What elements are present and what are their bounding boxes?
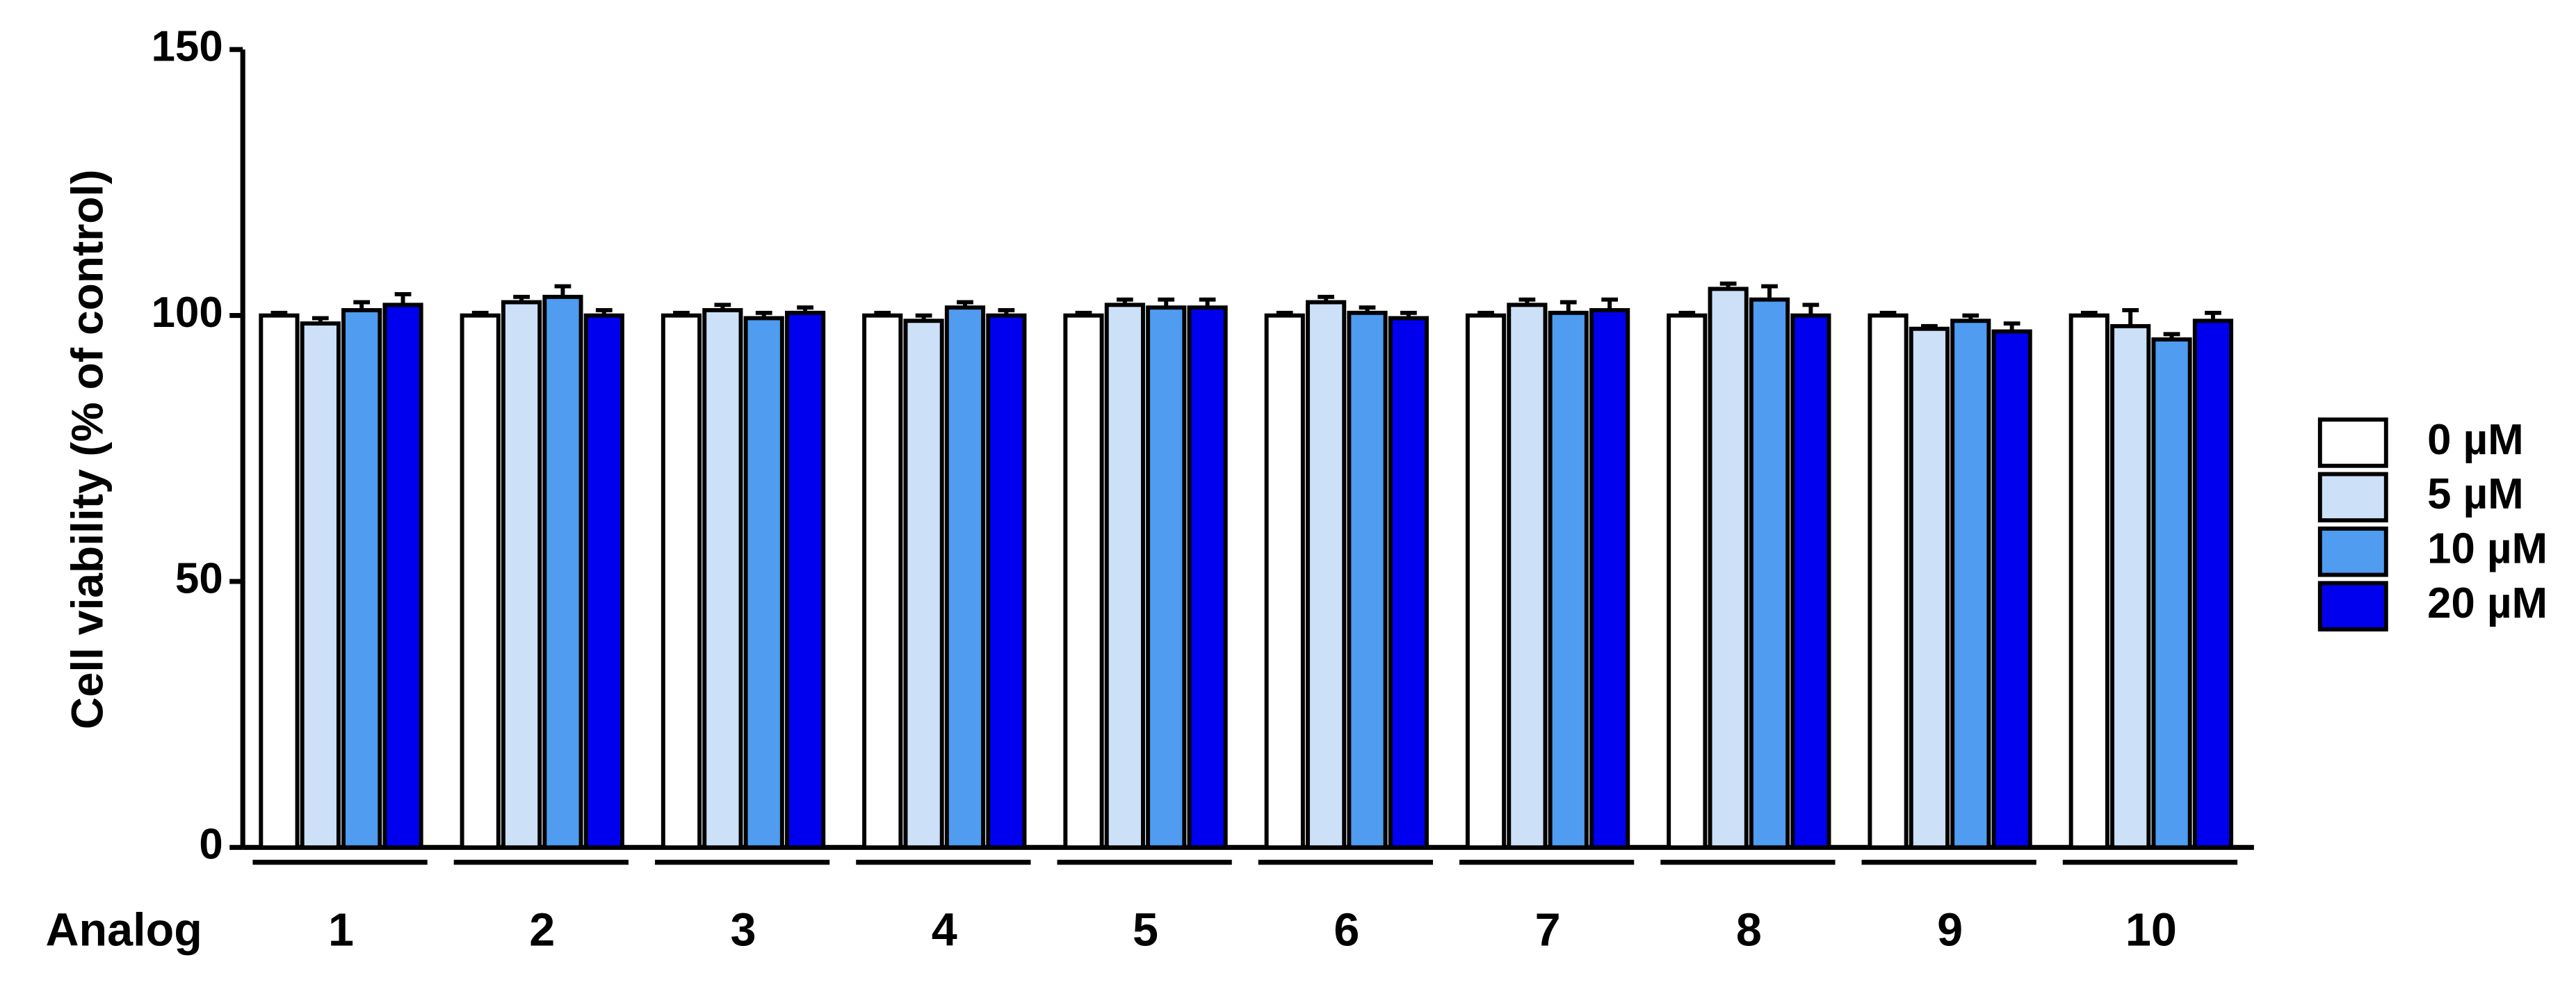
bar <box>862 313 903 850</box>
bar <box>1909 326 1950 850</box>
bar <box>2068 313 2109 850</box>
bar <box>903 319 944 850</box>
bar <box>2151 337 2192 850</box>
legend-swatch <box>2317 526 2388 577</box>
x-tick-label: 5 <box>1133 904 1158 956</box>
bar <box>583 313 624 850</box>
bar <box>460 313 501 850</box>
bar <box>1187 305 1228 850</box>
y-tick-label: 100 <box>152 289 223 337</box>
legend-swatch <box>2317 472 2388 523</box>
bar <box>743 316 784 850</box>
legend-swatch <box>2317 581 2388 632</box>
bar <box>1063 313 1104 850</box>
bar <box>1950 319 1991 850</box>
bar <box>1790 313 1831 850</box>
bar <box>382 303 423 850</box>
x-tick-label: 2 <box>529 904 555 956</box>
bar <box>1146 305 1187 850</box>
bar <box>542 294 583 850</box>
bar <box>1465 313 1507 850</box>
x-axis-label: Analog <box>46 904 202 956</box>
bar <box>1388 316 1429 850</box>
bar <box>1507 303 1548 850</box>
bar <box>2110 323 2151 850</box>
x-tick-label: 9 <box>1937 904 1963 956</box>
bar <box>944 305 986 850</box>
bar <box>1749 297 1790 850</box>
legend-label: 20 µM <box>2427 579 2547 627</box>
bar <box>1708 287 1749 850</box>
x-tick-label: 4 <box>932 904 957 956</box>
bar <box>1667 313 1708 850</box>
bar <box>986 313 1027 850</box>
bar <box>300 321 341 850</box>
bar <box>1868 313 1909 850</box>
x-tick-label: 10 <box>2125 904 2177 956</box>
x-tick-label: 3 <box>731 904 756 956</box>
bar <box>1347 310 1388 850</box>
bar <box>784 310 826 850</box>
bar <box>2192 319 2234 850</box>
bar <box>661 313 702 850</box>
y-tick-label: 0 <box>199 821 222 869</box>
bar <box>501 300 542 850</box>
bar <box>1306 300 1347 850</box>
bar <box>259 313 300 850</box>
bar <box>1104 303 1145 850</box>
bar <box>1548 310 1589 850</box>
x-tick-label: 6 <box>1334 904 1359 956</box>
bar <box>1991 329 2032 850</box>
y-tick-label: 150 <box>152 23 223 71</box>
x-tick-label: 8 <box>1736 904 1762 956</box>
bar <box>1589 307 1630 850</box>
legend-swatch <box>2317 417 2388 468</box>
legend-label: 5 µM <box>2427 470 2523 518</box>
y-tick-label: 50 <box>175 554 223 602</box>
bar <box>702 307 743 850</box>
bar <box>1264 313 1305 850</box>
x-tick-label: 1 <box>328 904 354 956</box>
legend-label: 0 µM <box>2427 416 2523 464</box>
legend-label: 10 µM <box>2427 525 2547 573</box>
bar <box>341 307 382 850</box>
y-axis-label: Cell viability (% of control) <box>63 169 113 729</box>
x-tick-label: 7 <box>1535 904 1561 956</box>
